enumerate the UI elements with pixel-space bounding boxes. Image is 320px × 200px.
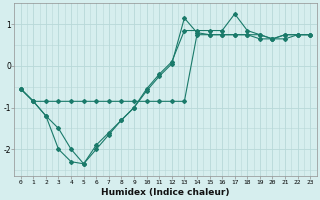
X-axis label: Humidex (Indice chaleur): Humidex (Indice chaleur)	[101, 188, 230, 197]
